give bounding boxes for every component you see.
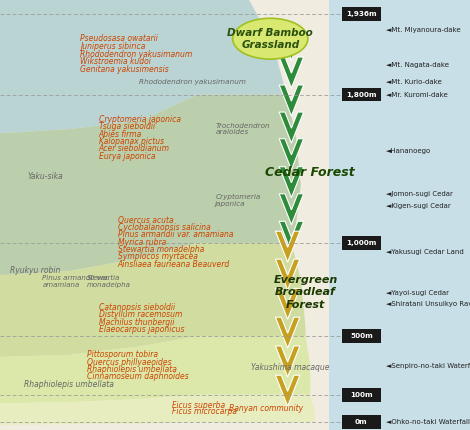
Text: ◄Kigen-sugi Cedar: ◄Kigen-sugi Cedar (386, 203, 451, 209)
Polygon shape (0, 336, 310, 403)
Text: Symplocos myrtacea: Symplocos myrtacea (118, 252, 197, 261)
Text: ◄Mt. Kurio-dake: ◄Mt. Kurio-dake (386, 79, 442, 85)
Text: 1,800m: 1,800m (346, 92, 376, 98)
Text: Tsuga sieboldii: Tsuga sieboldii (99, 123, 155, 131)
Text: Genitana yakusimensis: Genitana yakusimensis (80, 65, 169, 74)
Text: ◄Ohko-no-taki Waterfall: ◄Ohko-no-taki Waterfall (386, 419, 470, 425)
Text: ◄Jomon-sugi Cedar: ◄Jomon-sugi Cedar (386, 191, 453, 197)
Text: 0m: 0m (355, 419, 368, 425)
Text: Eurya japonica: Eurya japonica (99, 152, 155, 160)
FancyBboxPatch shape (342, 88, 381, 101)
Text: ◄Mr. Kuromi-dake: ◄Mr. Kuromi-dake (386, 92, 448, 98)
Text: Juniperus sibirica: Juniperus sibirica (80, 42, 145, 51)
Text: Myrica rubra: Myrica rubra (118, 238, 166, 246)
FancyBboxPatch shape (342, 7, 381, 21)
Text: Ainsliaea faurieana Beauverd: Ainsliaea faurieana Beauverd (118, 260, 230, 268)
Text: Stewartia monadelpha: Stewartia monadelpha (118, 245, 204, 254)
Polygon shape (275, 375, 300, 406)
FancyBboxPatch shape (342, 415, 381, 429)
Text: Yakushima macaque: Yakushima macaque (251, 363, 330, 372)
Polygon shape (275, 259, 300, 290)
Polygon shape (279, 29, 304, 60)
Polygon shape (279, 194, 304, 225)
Text: Abies firma: Abies firma (99, 130, 142, 138)
Text: Rhaphiolepis umbellata: Rhaphiolepis umbellata (24, 381, 114, 389)
Text: Rhododendron yakusimanum: Rhododendron yakusimanum (80, 50, 192, 58)
FancyBboxPatch shape (342, 329, 381, 343)
Polygon shape (0, 0, 287, 133)
Text: Pinus armandii var.
amamiana: Pinus armandii var. amamiana (42, 275, 110, 288)
Polygon shape (279, 85, 304, 116)
Text: Pittosporum tobira: Pittosporum tobira (87, 350, 158, 359)
Text: ◄Shiratani Unsuikyo Ravine: ◄Shiratani Unsuikyo Ravine (386, 301, 470, 307)
Text: Distyllum racemosum: Distyllum racemosum (99, 310, 182, 319)
Text: Cryptomeria japonica: Cryptomeria japonica (99, 115, 180, 124)
Text: 1,000m: 1,000m (346, 240, 376, 246)
Text: Acer sieboldianum: Acer sieboldianum (99, 144, 170, 153)
Text: Cinnamoseum daphnoides: Cinnamoseum daphnoides (87, 372, 188, 381)
Text: Ficus microcarpa: Ficus microcarpa (172, 408, 236, 416)
Text: ◄Yayoi-sugi Cedar: ◄Yayoi-sugi Cedar (386, 290, 449, 296)
Text: 500m: 500m (350, 333, 373, 339)
Text: Pseudosasa owatarii: Pseudosasa owatarii (80, 34, 158, 43)
Text: Cryptomeria
japonica: Cryptomeria japonica (215, 194, 261, 206)
Text: Trochodendron
araloides: Trochodendron araloides (215, 123, 270, 135)
Polygon shape (329, 0, 470, 430)
Text: Pinus armandii var. amamiana: Pinus armandii var. amamiana (118, 230, 233, 239)
FancyBboxPatch shape (342, 236, 381, 250)
Text: Cyclobalanopsis salicina: Cyclobalanopsis salicina (118, 223, 210, 232)
Text: Catanopsis sieboldii: Catanopsis sieboldii (99, 303, 175, 312)
Polygon shape (275, 231, 300, 262)
Text: Kalopanax pictus: Kalopanax pictus (99, 137, 164, 146)
Text: Banyan community: Banyan community (229, 404, 304, 413)
Polygon shape (279, 221, 304, 252)
Polygon shape (0, 95, 301, 275)
Text: Rhaphiolepis umbellata: Rhaphiolepis umbellata (87, 365, 177, 374)
Text: Yaku-sika: Yaku-sika (27, 172, 63, 181)
Text: Ficus superba: Ficus superba (172, 401, 225, 409)
Text: Ryukyu robin: Ryukyu robin (10, 266, 61, 274)
Text: Cedar Forest: Cedar Forest (266, 166, 355, 178)
Text: Wikstroemia kudoi: Wikstroemia kudoi (80, 58, 151, 66)
Text: Quercus acuta: Quercus acuta (118, 216, 173, 224)
Text: Machilus thunbergii: Machilus thunbergii (99, 318, 174, 326)
Text: Dwarf Bamboo
Grassland: Dwarf Bamboo Grassland (227, 28, 313, 50)
Text: ◄Yakusugi Cedar Land: ◄Yakusugi Cedar Land (386, 249, 464, 255)
Text: Quercus phillyaeoides: Quercus phillyaeoides (87, 358, 172, 366)
Polygon shape (279, 112, 304, 143)
Text: Evergreen
Broadleaf
Forest: Evergreen Broadleaf Forest (274, 275, 337, 310)
Text: Stewartia
monadelpha: Stewartia monadelpha (87, 275, 131, 288)
Text: Rhododendron yakusimanum: Rhododendron yakusimanum (139, 79, 246, 85)
FancyBboxPatch shape (342, 388, 381, 402)
Polygon shape (279, 57, 304, 88)
Text: ◄Mt. Miyanoura-dake: ◄Mt. Miyanoura-dake (386, 27, 461, 33)
Text: 100m: 100m (350, 392, 373, 398)
Polygon shape (0, 395, 315, 425)
Text: 1,936m: 1,936m (346, 11, 377, 17)
Text: ◄Senpiro-no-taki Waterfall: ◄Senpiro-no-taki Waterfall (386, 363, 470, 369)
Polygon shape (279, 139, 304, 170)
Text: ◄Mt. Nagata-dake: ◄Mt. Nagata-dake (386, 62, 449, 68)
Polygon shape (275, 289, 300, 319)
Text: Elaeocarpus japonicus: Elaeocarpus japonicus (99, 325, 184, 334)
Polygon shape (275, 317, 300, 348)
Ellipse shape (233, 18, 308, 59)
Polygon shape (275, 346, 300, 377)
Text: ◄Hananoego: ◄Hananoego (386, 148, 431, 154)
Polygon shape (279, 167, 304, 198)
Polygon shape (0, 243, 306, 357)
